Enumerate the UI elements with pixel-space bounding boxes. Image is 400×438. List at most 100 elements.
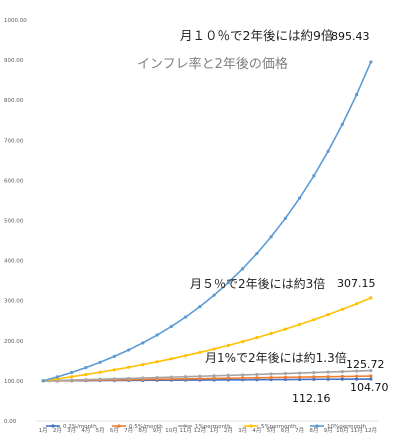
data-point: [326, 377, 330, 381]
data-point: [369, 377, 373, 381]
data-point: [184, 375, 188, 379]
data-point: [241, 340, 245, 344]
legend-marker: [183, 424, 187, 428]
x-tick-label: 10月: [336, 427, 349, 434]
value-label-1pct: 125.72: [346, 358, 385, 371]
x-tick-label: 3月: [67, 427, 76, 434]
y-tick-label: 600.00: [4, 178, 24, 184]
annotation-5pct: 月５％で2年後には約3倍: [190, 276, 325, 291]
data-point: [340, 122, 344, 126]
legend-item: 1%permonth: [178, 424, 231, 430]
data-point: [112, 377, 116, 381]
legend-item: 0.5%/month: [112, 424, 163, 430]
data-point: [283, 216, 287, 220]
x-tick-label: 2月: [53, 427, 62, 434]
x-tick-label: 6月: [281, 427, 290, 434]
x-tick-label: 9月: [153, 427, 162, 434]
legend-marker: [249, 424, 253, 428]
legend-label: 1%permonth: [195, 424, 231, 430]
data-point: [184, 354, 188, 358]
legend-marker: [117, 424, 121, 428]
data-point: [198, 377, 202, 381]
series-4: [41, 296, 373, 383]
data-point: [141, 341, 145, 345]
x-tick-label: 12月: [365, 427, 378, 434]
data-point: [269, 235, 273, 239]
legend-marker: [315, 424, 319, 428]
data-point: [241, 373, 245, 377]
value-label-5pct: 307.15: [337, 277, 376, 290]
x-tick-label: 12月: [194, 427, 207, 434]
data-point: [226, 373, 230, 377]
y-axis: 0.00 100.00 200.00 300.00 400.00 500.00 600.00…: [4, 18, 27, 425]
data-point: [70, 375, 74, 379]
y-tick-label: 400.00: [4, 259, 24, 265]
data-point: [283, 375, 287, 379]
legend-marker: [51, 424, 55, 428]
x-axis: 1月 2月 3月 4月 5月 6月 7月 8月 9月 10月 11月 12月 1月 2月 3月 4月 5月 6月 7…: [36, 420, 378, 434]
series-group: [41, 60, 373, 383]
x-tick-label: 1月: [210, 427, 219, 434]
data-point: [369, 374, 373, 378]
y-tick-label: 500.00: [4, 219, 24, 225]
data-point: [355, 374, 359, 378]
data-point: [298, 322, 302, 327]
data-point: [184, 315, 188, 319]
value-label-10pct: 895.43: [331, 30, 370, 43]
x-tick-label: 5月: [267, 427, 276, 434]
series-3: [41, 368, 373, 383]
y-tick-label: 1000.00: [4, 18, 27, 24]
legend-item: 0.2%/month: [46, 424, 97, 430]
data-point: [355, 369, 359, 373]
y-tick-label: 800.00: [4, 98, 24, 104]
data-point: [255, 251, 259, 256]
data-point: [169, 357, 173, 361]
data-point: [326, 375, 330, 379]
data-point: [326, 149, 330, 153]
data-point: [98, 377, 102, 381]
data-point: [226, 376, 230, 380]
data-point: [340, 369, 344, 374]
data-point: [70, 378, 74, 382]
data-point: [312, 370, 316, 375]
data-point: [312, 318, 316, 322]
data-point: [169, 324, 173, 329]
data-point: [70, 370, 74, 375]
data-point: [326, 370, 330, 374]
data-point: [298, 375, 302, 379]
data-point: [355, 377, 359, 381]
series-5: [41, 60, 373, 383]
x-tick-label: 6月: [110, 427, 119, 434]
y-tick-label: 300.00: [4, 299, 24, 305]
data-point: [212, 376, 216, 381]
legend-label: 10%permonth: [327, 424, 367, 430]
data-point: [98, 360, 102, 364]
data-point: [41, 379, 45, 383]
y-tick-label: 700.00: [4, 138, 24, 144]
x-tick-label: 4月: [252, 427, 261, 434]
x-tick-label: 10月: [165, 427, 178, 434]
data-point: [312, 375, 316, 379]
legend-label: 0.5%/month: [129, 424, 163, 430]
y-tick-label: 200.00: [4, 339, 24, 345]
x-tick-label: 7月: [295, 427, 304, 434]
data-point: [269, 372, 273, 376]
data-point: [55, 375, 59, 379]
data-point: [84, 366, 88, 370]
data-point: [169, 375, 173, 379]
data-point: [198, 374, 202, 378]
data-point: [198, 350, 202, 355]
data-point: [155, 360, 159, 364]
data-point: [298, 371, 302, 375]
x-tick-label: 8月: [309, 427, 318, 434]
data-point: [298, 196, 302, 200]
data-point: [283, 371, 287, 376]
data-point: [112, 354, 116, 358]
data-point: [212, 347, 216, 351]
data-point: [127, 348, 131, 352]
y-tick-label: 900.00: [4, 58, 24, 64]
data-point: [340, 377, 344, 381]
value-label-05pct: 112.16: [292, 392, 331, 405]
data-point: [369, 368, 373, 373]
